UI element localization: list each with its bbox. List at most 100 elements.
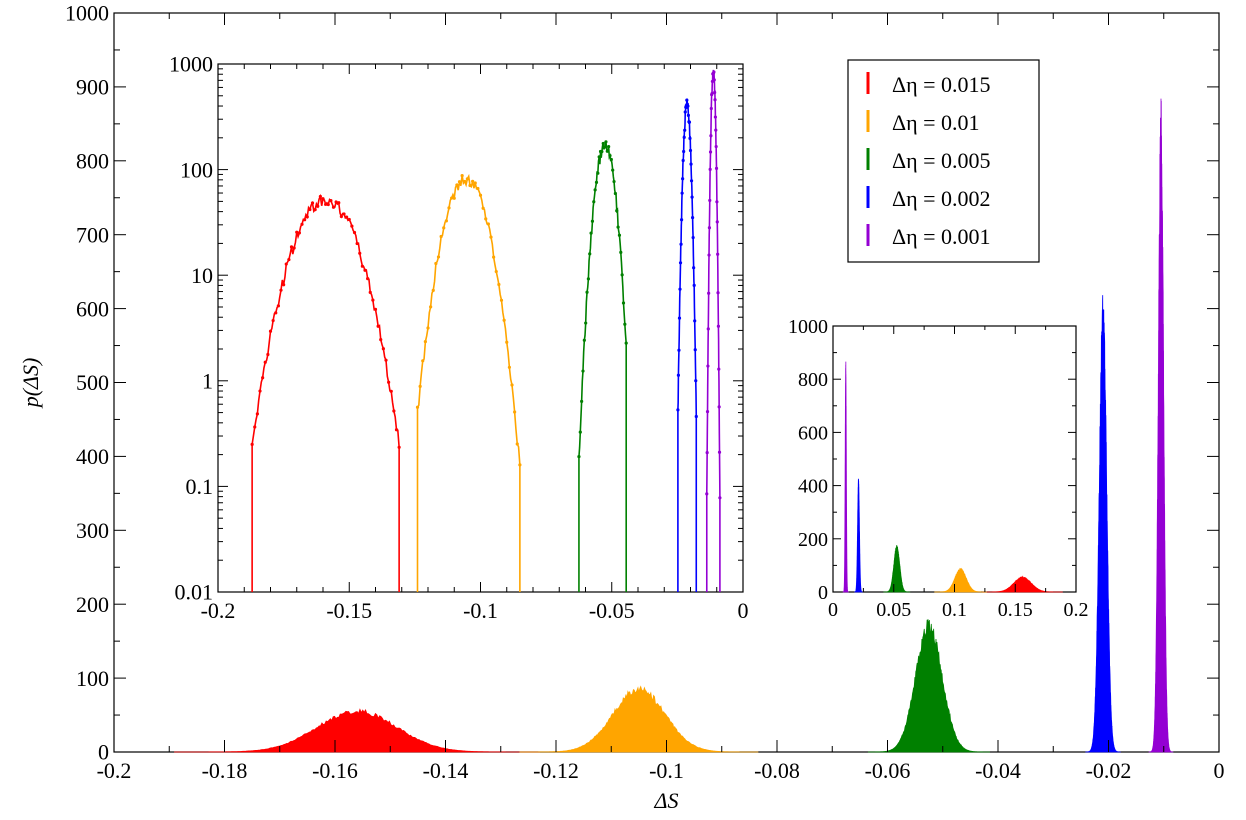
inset-log-series-4-point [713,98,717,102]
inset-log-x-tick-label: 0 [738,598,749,623]
inset-abs-series-4-area [842,361,849,593]
main-x-tick-label: -0.12 [533,758,579,783]
inset-log-series-1-point [486,222,490,226]
inset-log-series-4-point [710,92,714,96]
main-y-axis-label: p(ΔS) [18,358,43,410]
inset-log-series-4-point [705,409,710,414]
inset-log-series-2-point [611,168,615,172]
inset-log-series-3-point [689,162,693,166]
inset-log-series-3-point [676,408,680,412]
inset-log-series-0-point [318,194,322,199]
inset-log-series-1-point [436,255,441,259]
inset-log-series-0-point [387,380,391,384]
inset-log-series-2-point [578,430,582,434]
inset-log-series-3-point [693,319,697,323]
inset-log-series-0-point [397,445,401,449]
main-x-tick-label: -0.04 [975,758,1021,783]
inset-log-series-2-point [613,191,617,196]
inset-log-series-0-point [339,214,343,219]
inset-log-series-1-point [452,196,456,200]
inset-log-series-2-point [581,369,585,373]
inset-log-series-0-point [316,204,320,208]
inset-log-series-2-point [604,140,608,144]
inset-log-series-0-point [352,230,357,235]
inset-log-series-0-point [253,425,257,429]
inset-log-series-4-point [714,166,719,170]
main-x-tick-label: -0.18 [202,758,248,783]
inset-log-series-2-point [594,180,599,184]
inset-log-series-0-point [268,329,273,333]
inset-log-series-4-point [717,450,722,454]
inset-log-series-2-point [612,179,616,184]
inset-log-series-0-point [284,262,288,266]
inset-log-series-0-point [295,230,299,234]
inset-log-y-tick-label: 0.01 [175,580,214,605]
inset-log-y-tick-label: 100 [180,157,213,182]
inset-log-series-1-point [518,463,522,467]
inset-log-series-1-point [457,180,462,184]
inset-log-series-0-point [384,358,388,362]
inset-log-series-0-point [255,412,259,416]
inset-log-series-0-point [271,318,275,323]
inset-abs-y-tick-label: 0 [818,582,828,604]
inset-abs-series-2-area [883,545,911,593]
inset-log-y-tick-label: 10 [191,263,213,288]
inset-log-series-2-point [586,277,590,281]
inset-log-series-3-point [692,266,696,270]
inset-log-series-1-point [502,318,506,322]
inset-log-series-3-point [691,215,695,220]
main-x-tick-label: -0.06 [865,758,911,783]
main-y-tick-label: 0 [98,740,109,765]
inset-log-series-4-point [715,200,719,204]
main-x-tick-label: -0.14 [423,758,469,783]
inset-log-series-3-point [676,373,681,377]
main-x-tick-label: -0.02 [1086,758,1132,783]
inset-log-series-1-point [497,282,501,287]
legend-label-2: Δη = 0.005 [892,148,991,173]
inset-log-x-tick-label: -0.05 [589,598,635,623]
inset-log-series-0-point [324,202,328,206]
main-x-tick-label: -0.2 [97,758,132,783]
inset-log-series-4-point [705,492,709,496]
inset-log-series-2-point [582,338,586,342]
inset-log-series-2-point [593,188,597,192]
inset-log-series-3-point [677,348,681,352]
main-y-tick-label: 100 [76,666,109,691]
inset-log-series-0-point [274,311,278,315]
inset-log-series-3-point [688,136,692,140]
main-y-tick-label: 200 [76,592,109,617]
inset-log-series-0-point [337,201,341,205]
inset-log-series-1-point [484,217,488,221]
inset-log-series-1-point [450,196,454,200]
inset-log-series-3-point [682,149,686,154]
inset-log-series-2-point [589,231,593,235]
main-series-3-area [1085,295,1121,753]
inset-log-series-4-point [708,150,713,154]
inset-log-series-2-point [621,301,626,305]
inset-log-series-3-point [683,110,687,114]
inset-abs-x-tick-label: 0.05 [876,599,911,621]
inset-abs-series-0-area [982,575,1063,593]
inset-log-series-0-point [347,217,351,222]
inset-abs-y-tick-label: 600 [798,422,828,444]
inset-log-series-2-point [624,341,628,345]
inset-log-series-0-point [287,257,291,262]
main-y-tick-label: 400 [76,444,109,469]
inset-log-series-0-point [371,298,375,302]
inset-log-series-2-point [592,200,596,204]
inset-log-series-0-point [308,207,312,212]
inset-log-series-1-point [515,442,519,446]
inset-log-series-3-point [689,179,694,183]
inset-log-series-3-point [688,148,693,153]
inset-log-series-0-point [263,360,267,364]
inset-abs-frame [832,325,1077,593]
inset-log-series-1-point [499,298,504,302]
inset-log-series-2-point [617,233,622,237]
inset-log-series-0-point [329,199,333,203]
inset-log-series-0-point [345,215,349,219]
inset-log-series-2-point [602,145,607,149]
inset-log-series-1-point [421,359,425,363]
inset-log-series-0-point [392,409,396,413]
inset-log-series-4-point [718,496,722,500]
inset-log-series-4-point [707,253,711,257]
